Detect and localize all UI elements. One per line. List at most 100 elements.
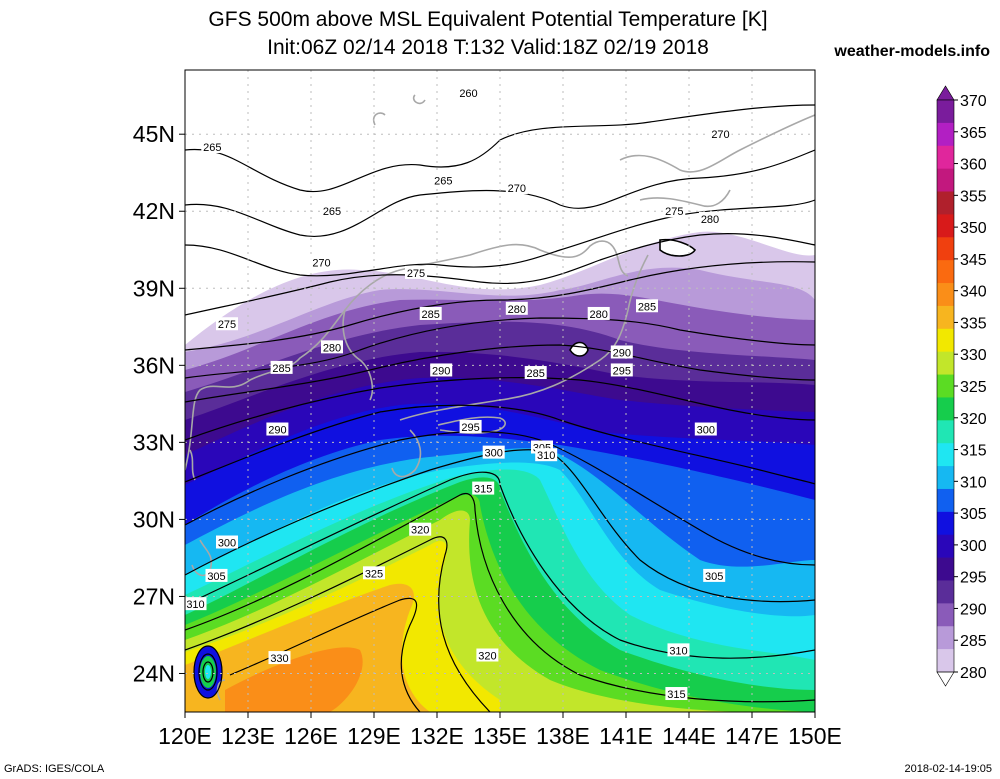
colorbar-label: 365: [960, 125, 987, 142]
colorbar-swatch: [937, 649, 954, 673]
colorbar-label: 345: [960, 252, 987, 269]
y-tick-label: 24N: [133, 660, 175, 686]
svg-text:265: 265: [434, 175, 452, 187]
svg-text:300: 300: [697, 425, 715, 437]
contour-label: 285: [270, 360, 293, 375]
footer-credit: GrADS: IGES/COLA: [4, 763, 105, 775]
svg-text:305: 305: [207, 571, 225, 583]
contour-label: 275: [216, 317, 238, 331]
svg-text:280: 280: [323, 342, 341, 354]
colorbar-label: 315: [960, 443, 987, 460]
contour-label: 280: [505, 301, 528, 316]
x-tick-label: 126E: [284, 723, 338, 749]
colorbar-swatch: [937, 466, 954, 490]
contour-label: 315: [665, 687, 688, 701]
colorbar-swatch: [937, 191, 954, 215]
svg-text:270: 270: [711, 129, 729, 141]
colorbar-swatch: [937, 237, 954, 261]
colorbar-swatch: [937, 397, 954, 421]
svg-text:270: 270: [508, 183, 526, 195]
colorbar-swatch: [937, 626, 954, 650]
contour-label: 310: [185, 597, 207, 611]
colorbar-label: 280: [960, 665, 987, 682]
contour-label: 275: [663, 204, 686, 218]
x-tick-label: 120E: [158, 723, 212, 749]
contour-label: 270: [505, 181, 528, 195]
svg-text:320: 320: [411, 525, 429, 537]
y-tick-label: 27N: [133, 583, 175, 609]
y-tick-label: 39N: [133, 275, 175, 301]
chart-subtitle: Init:06Z 02/14 2018 T:132 Valid:18Z 02/1…: [267, 36, 709, 59]
svg-text:285: 285: [527, 368, 545, 380]
contour-label: 305: [205, 568, 228, 583]
contour-label: 285: [524, 366, 547, 380]
contour-label: 285: [636, 299, 658, 313]
y-tick-label: 33N: [133, 429, 175, 455]
svg-text:315: 315: [667, 689, 685, 701]
contour-label: 265: [201, 140, 224, 154]
y-tick-label: 45N: [133, 121, 175, 147]
colorbar-label: 285: [960, 633, 987, 650]
svg-text:280: 280: [590, 309, 608, 321]
contour-label: 290: [610, 345, 633, 359]
footer-timestamp: 2018-02-14-19:05: [904, 763, 992, 775]
contour-label: 305: [703, 568, 726, 583]
x-tick-label: 138E: [536, 723, 590, 749]
x-tick-label: 132E: [410, 723, 464, 749]
colorbar-swatch: [937, 511, 954, 536]
colorbar-swatch: [937, 328, 954, 353]
y-tick-label: 42N: [133, 198, 175, 224]
colorbar-label: 290: [960, 601, 987, 618]
contour-label: 270: [310, 255, 333, 270]
contour-label: 310: [667, 643, 690, 657]
colorbar-label: 325: [960, 379, 987, 396]
y-tick-label: 30N: [133, 506, 175, 532]
colorbar-swatch: [937, 260, 954, 284]
colorbar-label: 295: [960, 570, 987, 587]
contour-label: 280: [699, 211, 721, 226]
contour-label: 310: [535, 448, 558, 462]
colorbar-label: 330: [960, 347, 987, 364]
colorbar-swatch: [937, 374, 954, 398]
contour-label: 325: [363, 566, 385, 580]
svg-text:290: 290: [432, 365, 450, 377]
svg-text:275: 275: [218, 319, 236, 331]
x-tick-label: 135E: [473, 723, 527, 749]
svg-text:330: 330: [270, 653, 288, 665]
x-tick-label: 141E: [599, 723, 653, 749]
contour-label: 290: [266, 422, 289, 437]
y-tick-label: 36N: [133, 352, 175, 378]
contour-label: 315: [472, 481, 495, 496]
x-tick-label: 150E: [788, 723, 842, 749]
contour-label: 280: [321, 340, 343, 354]
svg-text:310: 310: [186, 599, 204, 611]
svg-text:265: 265: [323, 206, 341, 218]
colorbar-swatch: [937, 214, 954, 238]
svg-text:285: 285: [272, 363, 290, 375]
colorbar-swatch: [937, 168, 954, 193]
contour-label: 275: [405, 265, 427, 280]
contour-label: 290: [430, 363, 453, 377]
x-tick-label: 144E: [662, 723, 716, 749]
colorbar-swatch: [937, 100, 954, 124]
colorbar-swatch: [937, 305, 954, 330]
x-tick-label: 147E: [725, 723, 779, 749]
svg-text:325: 325: [365, 568, 383, 580]
contour-label: 300: [482, 445, 505, 460]
contour-label: 270: [709, 127, 732, 141]
svg-text:290: 290: [268, 425, 286, 437]
contour-label: 320: [409, 522, 432, 537]
svg-text:320: 320: [478, 651, 496, 663]
contour-label: 265: [432, 173, 455, 187]
contour-label: 295: [610, 363, 633, 377]
colorbar-label: 350: [960, 220, 987, 237]
colorbar: 370 365 360 355 350 345 340 335 330 325 320 315 310 3…: [936, 85, 987, 687]
brand-label[interactable]: weather-models.info: [834, 43, 990, 60]
chart-title: GFS 500m above MSL Equivalent Potential …: [208, 8, 768, 31]
svg-text:285: 285: [638, 301, 656, 313]
colorbar-swatch: [937, 580, 954, 604]
colorbar-swatch: [937, 488, 954, 513]
colorbar-swatch: [937, 603, 954, 627]
contour-label: 265: [321, 204, 343, 218]
